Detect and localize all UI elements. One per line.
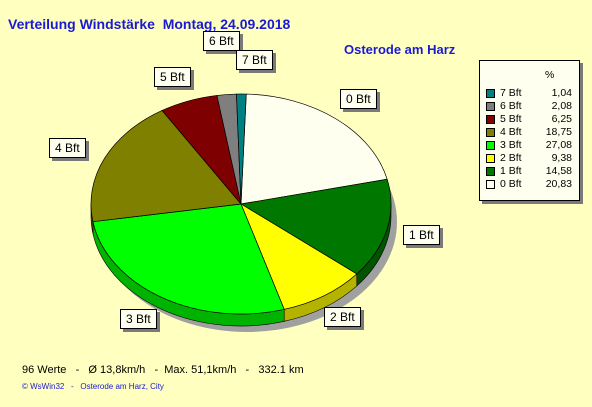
legend-swatch	[486, 115, 495, 124]
legend-swatch	[486, 154, 495, 163]
slice-label-3-bft: 3 Bft	[120, 309, 157, 329]
legend-label: 5 Bft	[500, 113, 522, 125]
legend-swatch	[486, 128, 495, 137]
legend-value: 9,38	[551, 152, 572, 164]
legend-percent-header: %	[545, 69, 555, 81]
footer-credit: © WsWin32 - Osterode am Harz, City	[22, 382, 164, 391]
legend-item: 3 Bft 27,08	[486, 139, 576, 151]
legend-value: 1,04	[551, 87, 572, 99]
legend-item: 6 Bft 2,08	[486, 100, 576, 112]
legend-label: 1 Bft	[500, 165, 522, 177]
slice-label-5-bft: 5 Bft	[154, 67, 191, 87]
pie-slice-1-bft	[240, 178, 392, 275]
pie-slice-3-bft	[92, 203, 285, 315]
pie-slice-2-bft	[240, 203, 358, 310]
legend-item: 4 Bft 18,75	[486, 126, 576, 138]
legend-value: 6,25	[551, 113, 572, 125]
legend-value: 2,08	[551, 100, 572, 112]
legend-item: 1 Bft 14,58	[486, 165, 576, 177]
slice-label-7-bft: 7 Bft	[236, 50, 273, 70]
legend-item: 0 Bft 20,83	[486, 178, 576, 190]
legend-value: 20,83	[545, 178, 572, 190]
pie-slice-7-bft	[236, 93, 247, 205]
legend-swatch	[486, 180, 495, 189]
slice-label-4-bft: 4 Bft	[49, 138, 86, 158]
legend-label: 7 Bft	[500, 87, 522, 99]
legend-item: 7 Bft 1,04	[486, 87, 576, 99]
pie-slice-4-bft	[90, 110, 242, 223]
legend-label: 3 Bft	[500, 139, 522, 151]
slice-label-6-bft: 6 Bft	[203, 31, 240, 51]
legend-label: 0 Bft	[500, 178, 522, 190]
legend-value: 14,58	[545, 165, 572, 177]
legend-value: 18,75	[545, 126, 572, 138]
slice-label-2-bft: 2 Bft	[324, 307, 361, 327]
legend-value: 27,08	[545, 139, 572, 151]
footer-stats: 96 Werte - Ø 13,8km/h - Max. 51,1km/h - …	[22, 364, 304, 376]
legend-swatch	[486, 102, 495, 111]
slice-label-1-bft: 1 Bft	[403, 225, 440, 245]
legend: % 7 Bft 1,04 6 Bft 2,08 5 Bft 6,25 4 Bft 18,75 3…	[479, 60, 580, 201]
legend-label: 4 Bft	[500, 126, 522, 138]
legend-swatch	[486, 89, 495, 98]
legend-item: 5 Bft 6,25	[486, 113, 576, 125]
legend-label: 6 Bft	[500, 100, 522, 112]
legend-label: 2 Bft	[500, 152, 522, 164]
location-label: Osterode am Harz	[344, 42, 456, 57]
chart-title: Verteilung Windstärke Montag, 24.09.2018	[8, 16, 291, 32]
slice-label-0-bft: 0 Bft	[340, 89, 377, 109]
pie-slice-0-bft	[240, 93, 388, 205]
legend-swatch	[486, 167, 495, 176]
legend-swatch	[486, 141, 495, 150]
legend-item: 2 Bft 9,38	[486, 152, 576, 164]
